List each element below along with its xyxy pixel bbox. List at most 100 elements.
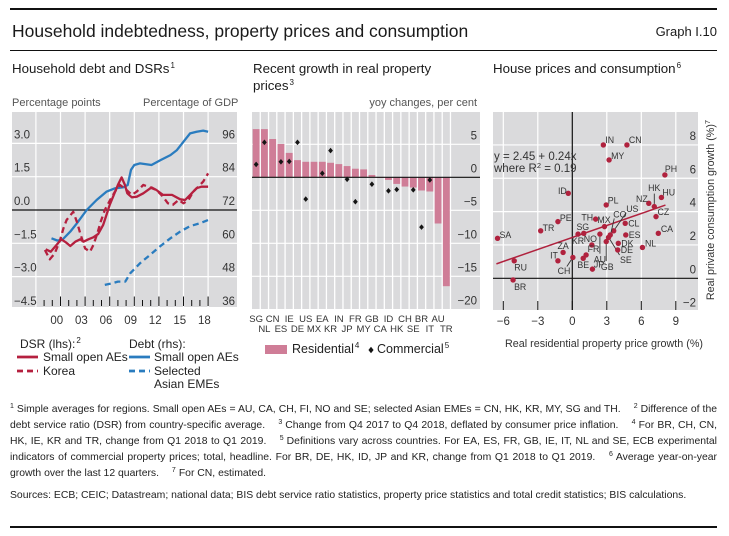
point-label: HK bbox=[648, 183, 660, 193]
footnote-ref: 1 bbox=[170, 61, 175, 70]
footnote-number: 2 bbox=[633, 403, 638, 410]
marker-commercial-id bbox=[386, 188, 391, 194]
leader-line bbox=[614, 212, 627, 229]
point-label: ES bbox=[629, 230, 641, 240]
legend-label-debt-small-open-aes: Small open AEs bbox=[154, 350, 239, 364]
footnote-text: Average year-on-year growth over the las… bbox=[10, 452, 717, 479]
point-in bbox=[600, 142, 607, 148]
series-line-dsr-korea bbox=[43, 172, 210, 261]
category-label: AU bbox=[431, 314, 444, 325]
bottom-rule bbox=[10, 526, 717, 528]
point-label: TH bbox=[581, 213, 593, 223]
x-axis-tick-label: 09 bbox=[124, 315, 137, 327]
point-label: FR bbox=[588, 244, 600, 254]
point-br bbox=[510, 277, 516, 283]
legend-heading-text: DSR (lhs): bbox=[20, 337, 76, 351]
bar-residential-kr bbox=[327, 162, 334, 178]
y-axis-tick-label: −5 bbox=[464, 196, 477, 208]
bar-residential-fr bbox=[351, 168, 359, 178]
footnote: 7 For CN, estimated. bbox=[171, 467, 267, 479]
category-label: ES bbox=[275, 324, 288, 335]
footnote-text: Simple averages for regions. Small open … bbox=[16, 404, 621, 415]
house-prices-consumption-chart: −6 −3 0 3 6 9 −2 0 2 4 6 8 IN CN MY PH HK HU NZ PL CZ TH MX CL U… bbox=[493, 112, 717, 350]
marker-commercial-ie bbox=[286, 158, 292, 165]
footnote-text: For CN, estimated. bbox=[178, 468, 267, 479]
point-label: CZ bbox=[658, 207, 670, 217]
left-axis-unit-label: Percentage points bbox=[12, 97, 101, 109]
point-nl bbox=[639, 244, 646, 251]
bar-residential-jp bbox=[343, 166, 351, 178]
category-label: CH bbox=[398, 314, 412, 325]
right-axis-unit-label: Percentage of GDP bbox=[143, 97, 239, 109]
marker-commercial-es bbox=[278, 158, 284, 165]
bar-residential-in bbox=[335, 164, 343, 178]
legend-label-residential: Residential4 bbox=[292, 341, 359, 357]
x-axis-tick-label: 6 bbox=[638, 316, 644, 328]
point-cn bbox=[624, 142, 630, 148]
point-sa bbox=[494, 235, 501, 241]
x-axis-tick-label: 0 bbox=[569, 316, 575, 328]
x-axis-tick-label: 06 bbox=[100, 315, 113, 327]
point-label: ID bbox=[558, 186, 567, 196]
legend-bar-swatch bbox=[265, 345, 287, 354]
y-axis-tick-label: −15 bbox=[457, 262, 477, 274]
bar-residential-mx bbox=[310, 161, 318, 178]
category-label: SE bbox=[407, 324, 420, 335]
point-label: PE bbox=[560, 213, 572, 223]
point-label: US bbox=[626, 204, 638, 214]
regression-line bbox=[496, 204, 666, 265]
y-axis-title-note: 7 bbox=[703, 120, 712, 124]
point-ph bbox=[662, 172, 668, 178]
bar-residential-de bbox=[294, 160, 301, 178]
right-axis-tick-label: 60 bbox=[222, 229, 235, 241]
point-label: IT bbox=[550, 250, 558, 260]
footnote-number: 6 bbox=[608, 451, 613, 458]
panel-title-household-debt: Household debt and DSRs1 bbox=[12, 61, 175, 80]
footnote-number: 7 bbox=[171, 467, 176, 474]
point-it bbox=[555, 258, 561, 264]
left-axis-tick-label: 1.5 bbox=[14, 163, 30, 175]
point-pe bbox=[555, 218, 561, 225]
bar-residential-us bbox=[302, 161, 310, 178]
y-axis-title-text: Real private consumption growth (%) bbox=[705, 124, 717, 300]
category-label: DE bbox=[291, 324, 304, 335]
marker-commercial-kr bbox=[328, 147, 333, 154]
point-nz bbox=[646, 200, 652, 206]
bar-axis-unit-label: yoy changes, per cent bbox=[369, 97, 477, 109]
y-axis-tick-label: 4 bbox=[690, 198, 697, 210]
category-label: HK bbox=[390, 324, 404, 335]
regression-equation: y = 2.45 + 0.24x bbox=[494, 151, 577, 163]
point-mx bbox=[601, 223, 608, 230]
category-label: GB bbox=[365, 314, 379, 325]
footnote-ref: 6 bbox=[676, 61, 682, 70]
category-label: IE bbox=[285, 314, 294, 325]
x-axis-tick-label: 12 bbox=[149, 315, 162, 327]
category-label: IN bbox=[334, 314, 344, 325]
category-label: BR bbox=[415, 314, 428, 325]
point-tr bbox=[537, 228, 544, 234]
panel-title-text: Household debt and DSRs bbox=[12, 61, 170, 76]
y-axis-tick-label: −2 bbox=[683, 298, 696, 310]
r-squared-prefix: where R bbox=[493, 163, 537, 175]
point-label: HU bbox=[662, 187, 675, 197]
point-label: KR bbox=[572, 236, 584, 246]
footnote-text: For BR, CH, CN, HK, IE, KR and TR, chang… bbox=[10, 420, 717, 447]
point-label: NO bbox=[584, 234, 597, 244]
right-axis-tick-label: 84 bbox=[222, 163, 235, 175]
point-label: PL bbox=[608, 195, 619, 205]
point-label: SG bbox=[576, 222, 589, 232]
panel-title-house-prices-consumption: House prices and consumption6 bbox=[493, 61, 681, 80]
category-label: KR bbox=[324, 324, 337, 335]
panel-title-text: Recent growth in real property prices bbox=[253, 61, 432, 93]
diamond-marker-icon bbox=[368, 346, 374, 353]
left-axis-tick-label: −4.5 bbox=[14, 296, 37, 308]
legend-debt-heading: Debt (rhs): bbox=[129, 337, 186, 351]
category-label: FR bbox=[349, 314, 362, 325]
bar-residential-se bbox=[409, 177, 417, 188]
point-hk bbox=[651, 203, 657, 210]
point-my bbox=[606, 157, 612, 163]
point-no bbox=[589, 242, 595, 248]
point-label: BE bbox=[577, 260, 589, 270]
